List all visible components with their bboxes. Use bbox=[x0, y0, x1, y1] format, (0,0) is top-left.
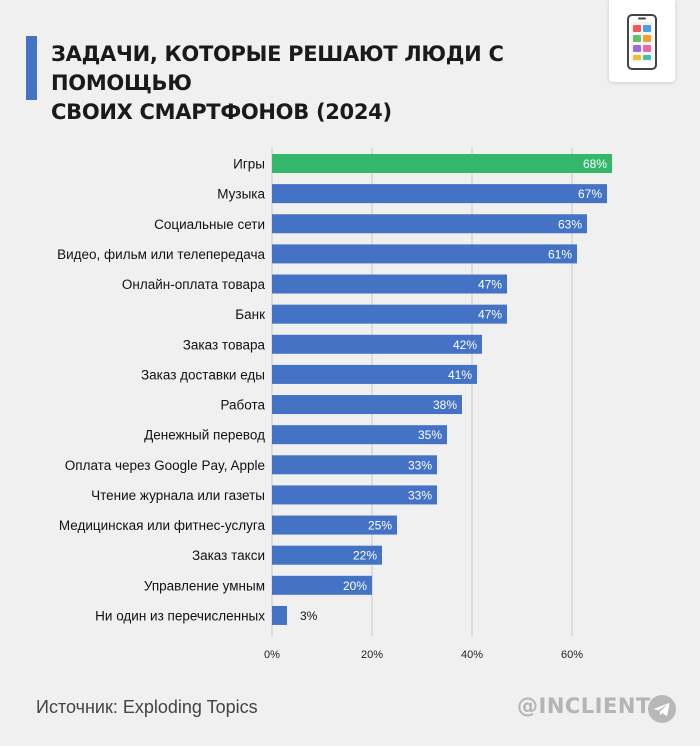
value-label: 47% bbox=[478, 278, 502, 292]
value-label: 20% bbox=[343, 579, 367, 593]
category-label: Заказ товара bbox=[183, 337, 266, 352]
value-label: 63% bbox=[558, 217, 582, 231]
bar bbox=[272, 545, 382, 565]
value-label: 42% bbox=[453, 338, 477, 352]
brand-watermark: @INCLIENT bbox=[517, 694, 651, 718]
bar bbox=[272, 334, 482, 354]
bar-chart: 0% 20% 40% 60% Игры 68% Музыка 67% Социальные се… bbox=[57, 148, 612, 661]
value-label: 33% bbox=[408, 458, 432, 472]
category-label: Работа bbox=[220, 398, 265, 413]
title-line-2: СВОИХ СМАРТФОНОВ (2024) bbox=[51, 100, 392, 124]
value-label: 33% bbox=[408, 488, 432, 502]
bar bbox=[272, 575, 372, 595]
value-label: 25% bbox=[368, 519, 392, 533]
category-label: Онлайн-оплата товара bbox=[122, 277, 266, 292]
category-label: Игры bbox=[233, 157, 265, 172]
bar bbox=[272, 304, 507, 324]
smartphone-graphic bbox=[627, 14, 657, 70]
value-label: 68% bbox=[583, 157, 607, 171]
category-label: Чтение журнала или газеты bbox=[91, 488, 265, 503]
value-label: 61% bbox=[548, 247, 572, 261]
telegram-icon bbox=[648, 695, 676, 723]
category-label: Медицинская или фитнес-услуга bbox=[59, 518, 266, 533]
bar bbox=[272, 395, 462, 415]
value-label: 35% bbox=[418, 428, 442, 442]
category-label: Видео, фильм или телепередача bbox=[57, 247, 265, 262]
bar bbox=[272, 274, 507, 294]
category-label: Заказ такси bbox=[192, 548, 265, 563]
category-label: Заказ доставки еды bbox=[141, 367, 265, 382]
x-tick-label: 40% bbox=[461, 649, 483, 661]
bar bbox=[272, 184, 607, 204]
value-label: 47% bbox=[478, 308, 502, 322]
category-label: Музыка bbox=[217, 187, 265, 202]
bar bbox=[272, 605, 287, 625]
bar bbox=[272, 154, 612, 173]
value-label: 67% bbox=[578, 187, 602, 201]
category-label: Управление умным bbox=[144, 578, 265, 593]
bar bbox=[272, 515, 397, 535]
category-label: Оплата через Google Pay, Apple bbox=[65, 458, 265, 473]
bar bbox=[272, 244, 577, 264]
category-label: Денежный перевод bbox=[144, 428, 265, 443]
bar bbox=[272, 425, 447, 445]
value-label: 3% bbox=[300, 609, 318, 623]
x-tick-label: 20% bbox=[361, 649, 383, 661]
title-line-1: ЗАДАЧИ, КОТОРЫЕ РЕШАЮТ ЛЮДИ С ПОМОЩЬЮ bbox=[51, 42, 504, 95]
bar bbox=[272, 455, 437, 475]
source-note: Источник: Exploding Topics bbox=[36, 697, 258, 717]
value-label: 41% bbox=[448, 368, 472, 382]
x-tick-label: 60% bbox=[561, 649, 583, 661]
x-tick-label: 0% bbox=[264, 649, 280, 661]
smartphone-apps-icon bbox=[609, 0, 675, 82]
category-label: Ни один из перечисленных bbox=[95, 608, 265, 623]
value-label: 22% bbox=[353, 549, 377, 563]
category-label: Социальные сети bbox=[154, 217, 265, 232]
title-accent-bar bbox=[26, 36, 37, 100]
bar bbox=[272, 364, 477, 384]
value-label: 38% bbox=[433, 398, 457, 412]
page-title: ЗАДАЧИ, КОТОРЫЕ РЕШАЮТ ЛЮДИ С ПОМОЩЬЮ СВ… bbox=[51, 40, 571, 127]
bar bbox=[272, 485, 437, 505]
category-label: Банк bbox=[235, 307, 265, 322]
bar bbox=[272, 214, 587, 234]
